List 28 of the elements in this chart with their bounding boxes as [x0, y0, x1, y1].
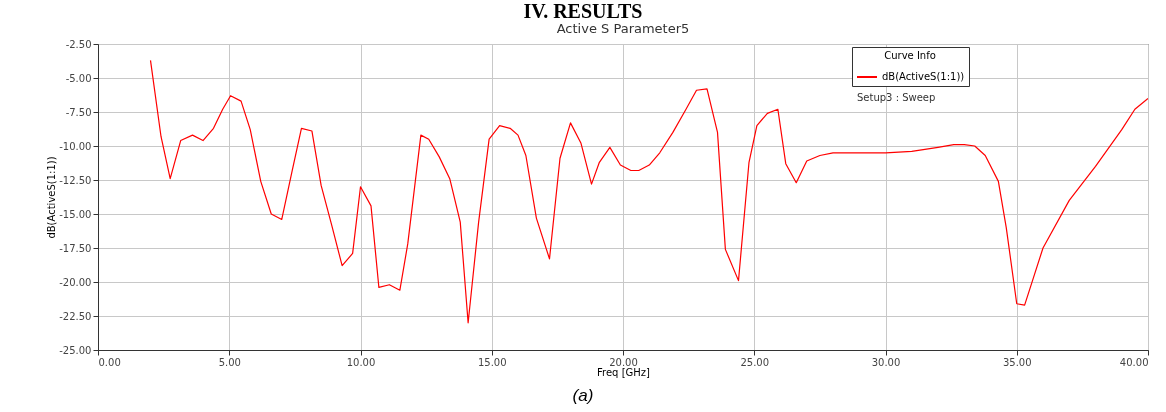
y-tick-label: -7.50 [65, 106, 92, 118]
x-tick-label: 35.00 [1002, 356, 1032, 368]
x-tick-label: 0.00 [98, 356, 121, 368]
y-tick-label: -22.50 [59, 310, 92, 322]
x-tick-label: 20.00 [609, 356, 638, 368]
y-tick-label: -5.00 [65, 72, 92, 84]
line-series [149, 59, 1148, 324]
chart-title: Active S Parameter5 [556, 21, 690, 36]
y-tick-label: -12.50 [59, 174, 92, 186]
text: (a) [571, 386, 595, 406]
y-axis-title: dB(ActiveS(1:1)) [46, 156, 58, 239]
annotation: Setup3 : Sweep [857, 92, 936, 103]
x-axis-title: Freq [GHz] [597, 366, 651, 378]
y-tick-label: -25.00 [59, 344, 92, 356]
x-tick-label: 30.00 [871, 356, 901, 368]
x-tick-label: 15.00 [477, 356, 507, 368]
y-tick-label: -20.00 [59, 276, 92, 288]
x-tick-label: 25.00 [740, 356, 770, 368]
y-tick-label: -10.00 [59, 140, 92, 152]
y-tick-label: -2.50 [65, 38, 92, 50]
y-tick-label: -17.50 [59, 242, 92, 254]
x-tick-label: 40.00 [1119, 356, 1149, 368]
text: IV. RESULTS [522, 0, 644, 23]
legend-title: Curve Info [884, 50, 936, 61]
y-tick-label: -15.00 [59, 208, 92, 220]
legend-label: dB(ActiveS(1:1)) [882, 71, 965, 82]
x-tick-label: 5.00 [218, 356, 241, 368]
x-tick-label: 10.00 [346, 356, 376, 368]
